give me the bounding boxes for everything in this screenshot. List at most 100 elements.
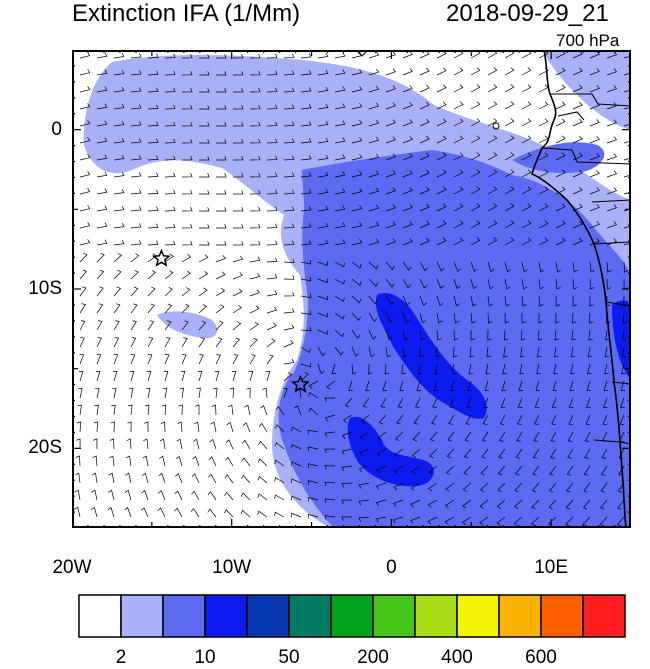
wind-barb [589, 68, 600, 76]
wind-barb [274, 494, 285, 501]
wind-barb [113, 137, 125, 144]
wind-barb [147, 320, 155, 331]
wind-barb [130, 303, 138, 314]
wind-barb [427, 482, 438, 492]
wind-barb [291, 512, 302, 518]
wind-barb [199, 105, 210, 110]
wind-barb [142, 455, 149, 467]
wind-barb [232, 241, 244, 246]
wind-barb [368, 187, 380, 195]
wind-barb [606, 153, 618, 161]
wind-barb [570, 363, 575, 375]
wind-barb [283, 172, 295, 178]
wind-barb [242, 439, 251, 450]
wind-barb [565, 499, 574, 510]
wind-barb [334, 154, 346, 161]
wind-barb [485, 363, 490, 375]
wind-barb [130, 240, 142, 246]
wind-barb [96, 154, 108, 161]
wind-barb [555, 169, 566, 178]
wind-barb [249, 206, 261, 212]
wind-barb [324, 397, 336, 402]
wind-barb [427, 516, 438, 525]
wind-barb [554, 329, 559, 341]
wind-barb [334, 205, 346, 212]
wind-barb [351, 222, 363, 229]
wind-barb [487, 135, 498, 144]
wind-barb [376, 448, 387, 457]
wind-barb [555, 237, 566, 246]
wind-barb [216, 173, 227, 178]
wind-barb [147, 53, 159, 59]
colorbar-label: 400 [441, 647, 473, 668]
wind-barb [79, 154, 91, 161]
wind-barb [402, 119, 413, 127]
wind-barb [192, 456, 200, 467]
wind-barb [76, 438, 81, 450]
lon-label: 0 [386, 557, 397, 578]
wind-barb [215, 320, 224, 331]
wind-barb [181, 189, 193, 195]
wind-barb [351, 188, 363, 195]
wind-barb [385, 51, 396, 59]
wind-barb [521, 312, 527, 324]
wind-barb [199, 71, 210, 76]
wind-barb [504, 169, 515, 178]
wind-barb [531, 499, 540, 510]
wind-barb [514, 482, 523, 493]
wind-barb [487, 84, 498, 93]
wind-barb [266, 354, 274, 365]
wind-barb [351, 261, 362, 269]
wind-barb [216, 207, 227, 212]
wind-barb [465, 414, 472, 425]
wind-barb [589, 295, 594, 307]
wind-barb [164, 286, 173, 297]
wind-barb [483, 397, 489, 408]
wind-barb [358, 465, 370, 473]
wind-barb [79, 252, 88, 263]
wind-barb [79, 354, 85, 365]
wind-barb [402, 204, 413, 212]
wind-barb [113, 303, 121, 314]
wind-barb [181, 121, 193, 127]
star-marker-south [290, 374, 310, 393]
wind-barb [583, 482, 591, 493]
wind-barb [504, 295, 510, 307]
wind-barb [232, 354, 239, 365]
wind-barb [223, 509, 234, 518]
wind-barb [497, 482, 506, 493]
wind-barb [317, 222, 329, 229]
wind-barb [470, 330, 475, 341]
wind-barb [589, 312, 594, 324]
wind-barb [249, 104, 261, 110]
wind-barb [499, 431, 506, 442]
wind-barb [606, 119, 618, 127]
wind-barb [95, 387, 100, 399]
wind-barb [125, 455, 132, 467]
wind-barb [385, 261, 395, 271]
wind-barb [215, 337, 223, 348]
wind-barb [433, 380, 439, 391]
wind-barb [283, 388, 288, 399]
colorbar-swatch [414, 594, 458, 638]
wind-barb [504, 203, 515, 212]
wind-barb [382, 380, 387, 391]
wind-barb [531, 482, 540, 493]
wind-barb [504, 329, 509, 341]
wind-barb [141, 489, 149, 501]
wind-barb [447, 431, 455, 442]
wind-barb [402, 346, 408, 358]
wind-barb [266, 70, 278, 76]
wind-barb [341, 482, 353, 488]
wind-barb [470, 118, 481, 127]
wind-barb [260, 405, 268, 416]
wind-barb [164, 354, 170, 365]
wind-barb [79, 69, 91, 76]
wind-barb [95, 371, 101, 382]
wind-barb [487, 152, 498, 161]
wind-barb [124, 507, 132, 518]
wind-barb [368, 153, 380, 161]
wind-barb [96, 52, 108, 59]
wind-barb [566, 465, 574, 476]
wind-barb [228, 404, 234, 416]
